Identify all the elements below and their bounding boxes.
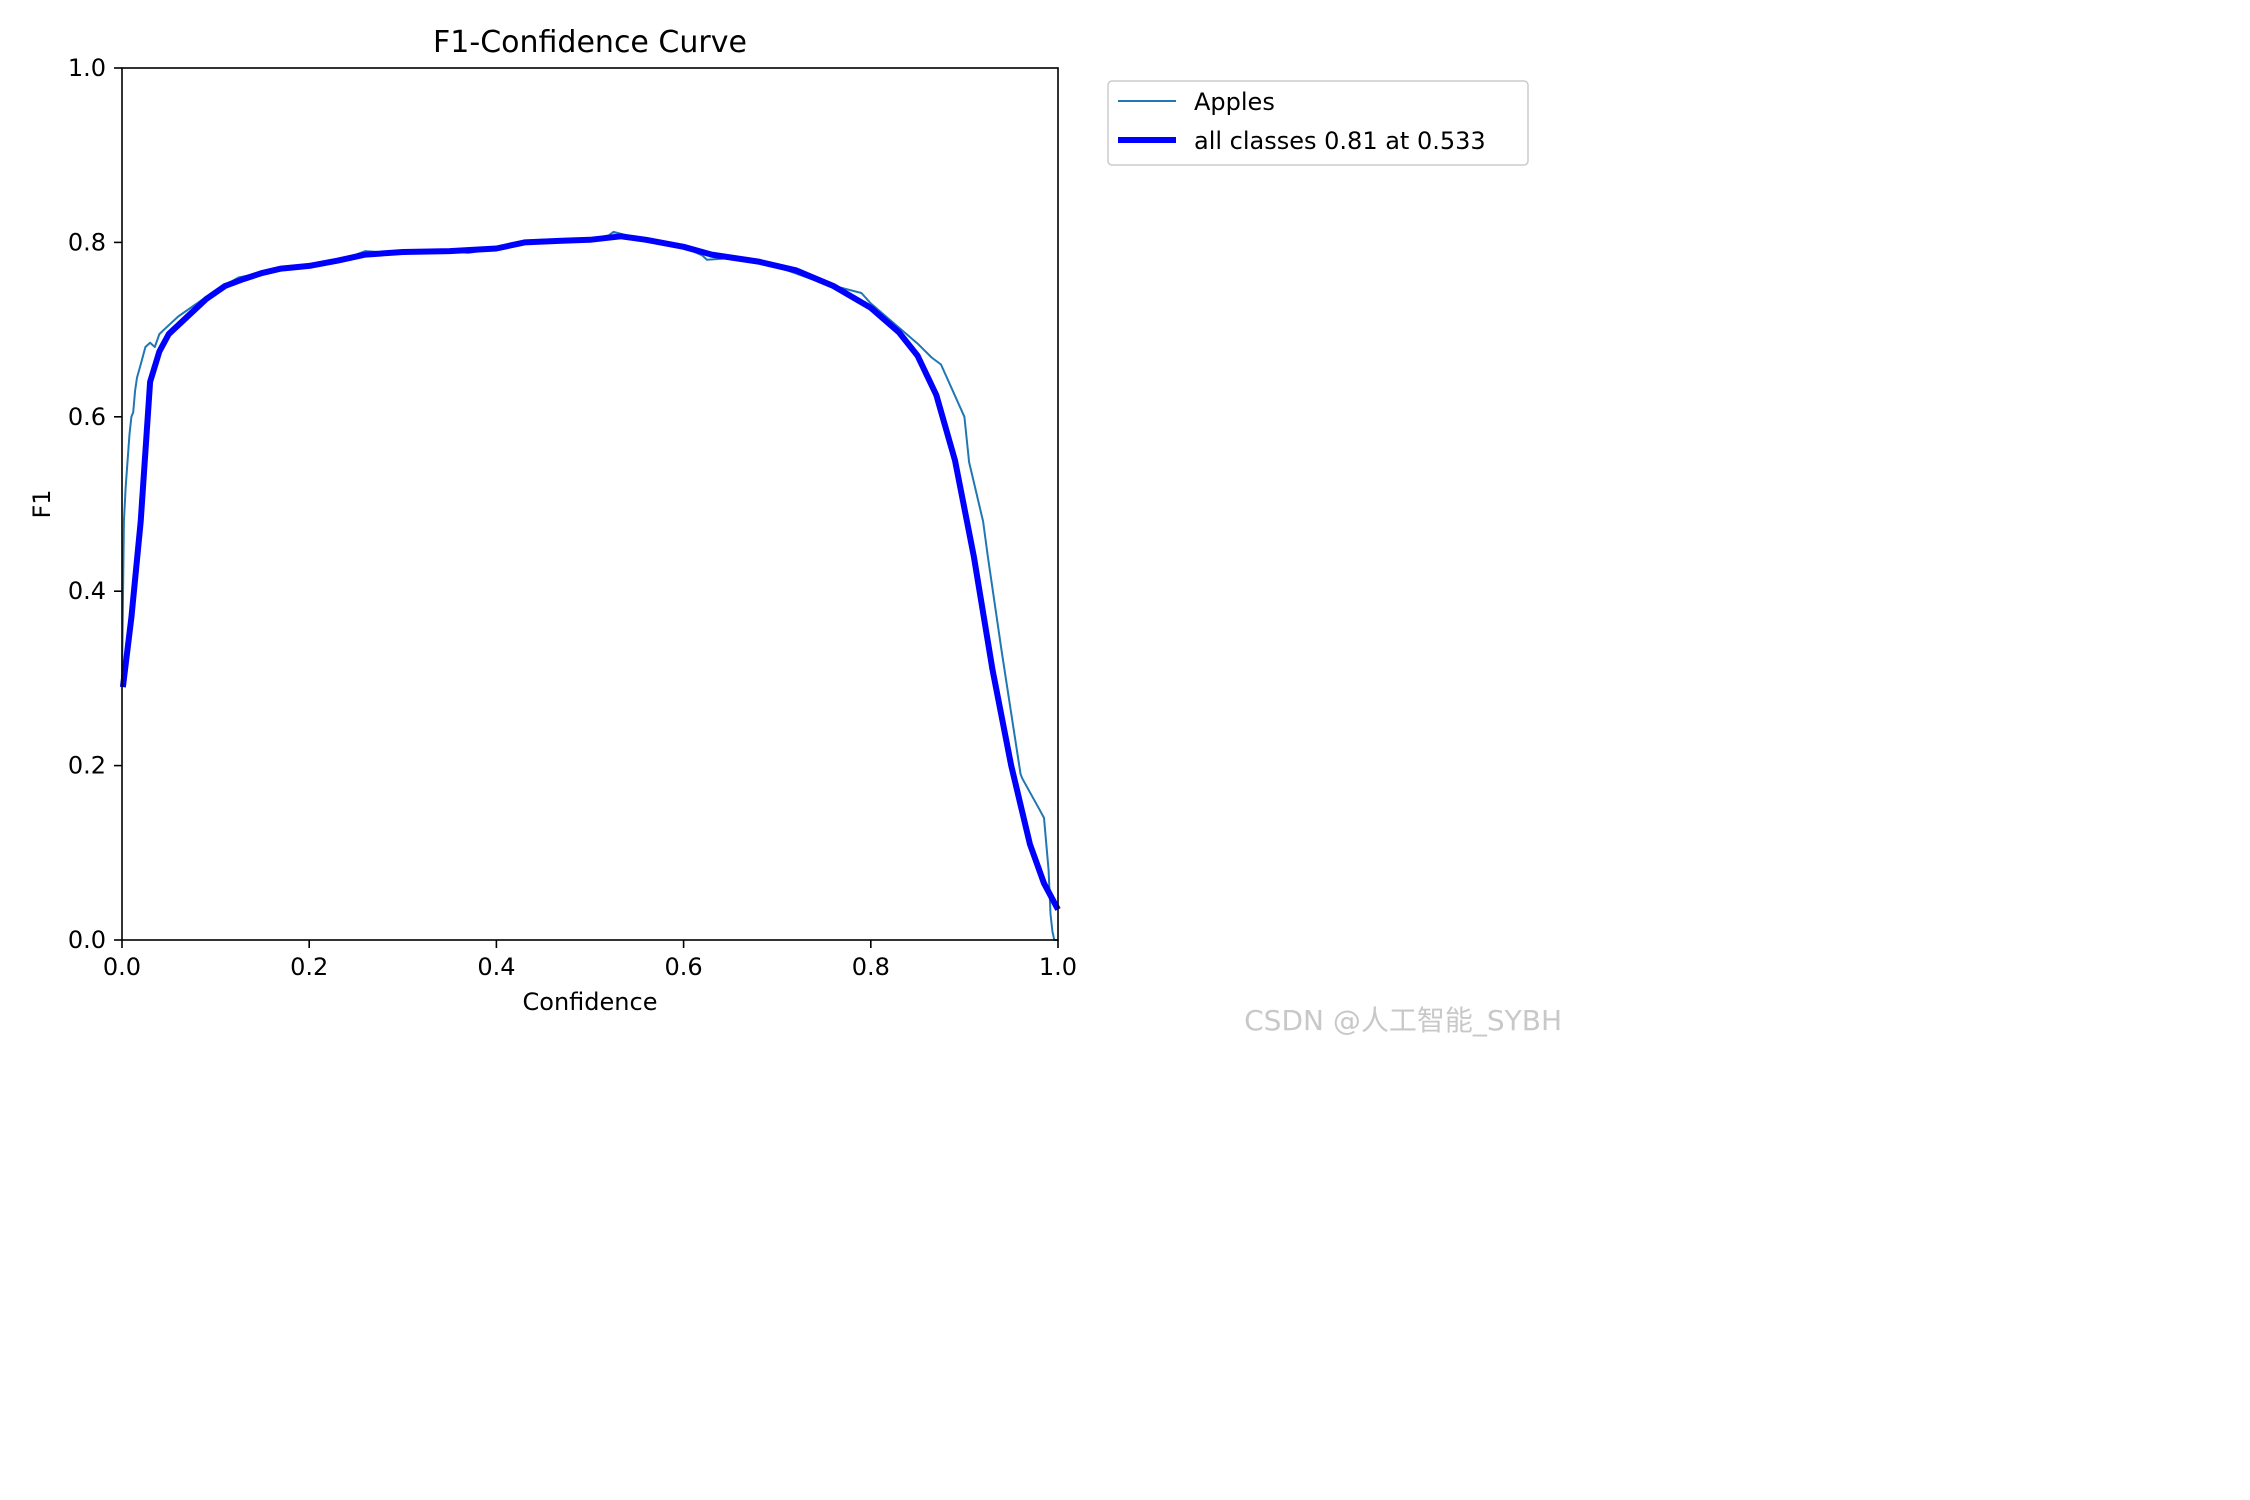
legend-label-all-classes: all classes 0.81 at 0.533 — [1194, 127, 1486, 155]
x-tick-label: 0.0 — [103, 953, 141, 981]
watermark: CSDN @人工智能_SYBH — [1244, 1004, 1562, 1037]
y-tick-label: 0.6 — [68, 403, 106, 431]
legend-frame — [1107, 80, 1529, 166]
x-tick-label: 0.2 — [290, 953, 328, 981]
x-tick-label: 0.4 — [477, 953, 515, 981]
x-tick-label: 1.0 — [1039, 953, 1077, 981]
chart-title: F1-Confidence Curve — [433, 25, 747, 60]
y-tick-label: 0.8 — [68, 228, 106, 256]
y-tick-label: 0.0 — [68, 926, 106, 954]
y-axis-label: F1 — [28, 489, 56, 518]
series-line-apples — [121, 230, 1058, 941]
x-axis-label: Confidence — [523, 988, 658, 1016]
plot-frame — [121, 67, 1059, 941]
legend-label-apples: Apples — [1194, 88, 1275, 116]
y-tick-label: 0.4 — [68, 577, 106, 605]
legend: Apples all classes 0.81 at 0.533 — [1107, 80, 1529, 166]
y-tick-label: 1.0 — [68, 54, 106, 82]
x-tick-label: 0.8 — [852, 953, 890, 981]
x-tick-label: 0.6 — [665, 953, 703, 981]
y-tick-label: 0.2 — [68, 752, 106, 780]
f1-confidence-chart: F1-Confidence Curve 0.0 0.2 0.4 0.6 0.8 1.00.… — [28, 25, 1562, 1037]
plot-area: 0.0 0.2 0.4 0.6 0.8 1.0 0.0 0.2 0.4 0.6 0.8 1.0 — [68, 54, 1077, 981]
series-line-all-classes — [119, 233, 1061, 911]
